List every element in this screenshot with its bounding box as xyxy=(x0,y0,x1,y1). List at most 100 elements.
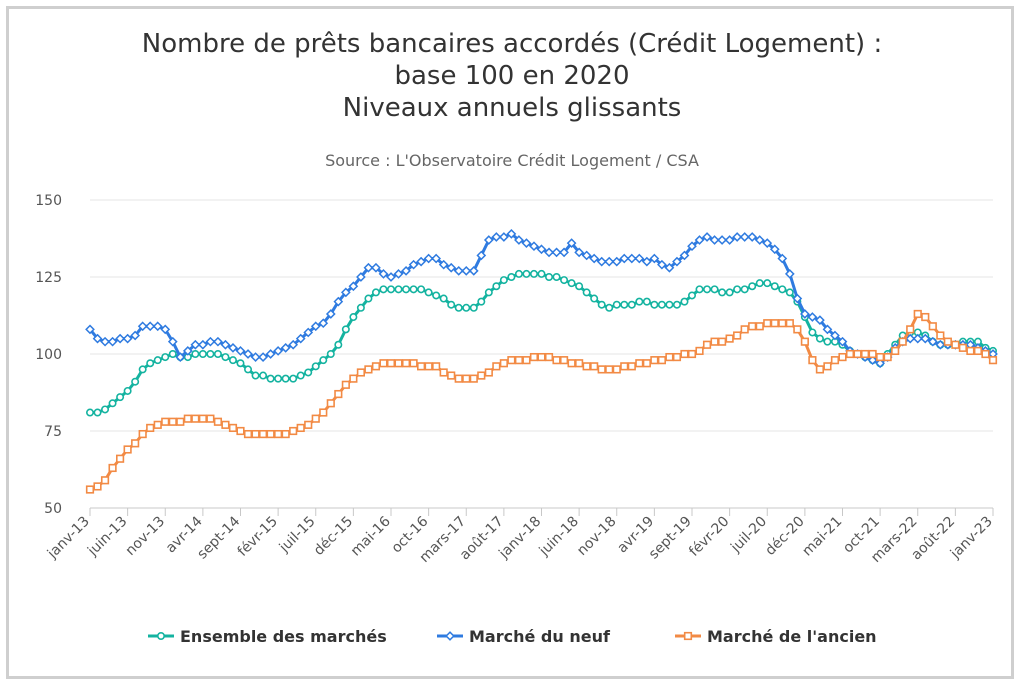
data-point xyxy=(883,352,892,362)
data-point xyxy=(649,253,660,264)
data-point xyxy=(469,303,478,312)
data-point xyxy=(808,328,817,337)
data-point xyxy=(228,342,238,353)
data-point xyxy=(679,250,690,261)
chart-title-line-3: Niveaux annuels glissants xyxy=(343,93,682,123)
legend-item[interactable]: Marché de l'ancien xyxy=(675,627,877,646)
data-point xyxy=(432,362,441,371)
x-tick-label: févr-20 xyxy=(686,514,732,560)
data-point xyxy=(175,352,186,362)
data-point xyxy=(364,294,373,303)
data-point xyxy=(710,285,719,294)
data-point xyxy=(303,327,314,338)
y-tick-label: 50 xyxy=(44,501,62,517)
data-point xyxy=(687,291,696,300)
data-point xyxy=(160,324,171,335)
data-point xyxy=(492,362,501,371)
data-point xyxy=(620,362,629,371)
data-point xyxy=(477,371,486,380)
legend-item[interactable]: Marché du neuf xyxy=(437,627,611,646)
data-point xyxy=(168,349,177,358)
data-point xyxy=(529,269,538,278)
data-point xyxy=(274,374,283,383)
data-point xyxy=(439,368,448,377)
data-point xyxy=(958,343,967,352)
data-point xyxy=(536,244,547,255)
data-point xyxy=(153,420,162,429)
data-point xyxy=(123,386,132,395)
data-point xyxy=(386,285,395,294)
legend-item[interactable]: Ensemble des marchés xyxy=(148,627,387,646)
data-point xyxy=(650,300,659,309)
data-point xyxy=(672,256,682,267)
data-point xyxy=(401,359,411,368)
data-point xyxy=(680,297,689,306)
data-point xyxy=(206,349,215,358)
data-point xyxy=(748,282,757,291)
data-point xyxy=(221,420,230,429)
data-point xyxy=(311,362,320,371)
data-point xyxy=(198,339,208,350)
data-point xyxy=(973,346,983,356)
data-point xyxy=(928,322,937,331)
data-point xyxy=(484,288,493,297)
data-point xyxy=(484,368,493,377)
data-point xyxy=(687,349,697,359)
chart-title-line-2: base 100 en 2020 xyxy=(394,61,629,91)
data-point xyxy=(100,336,110,347)
data-point xyxy=(785,319,794,328)
data-point xyxy=(146,359,155,368)
data-point xyxy=(483,235,494,245)
data-point xyxy=(228,423,238,433)
data-point xyxy=(868,349,877,359)
data-point xyxy=(747,232,758,242)
data-point xyxy=(130,330,141,341)
data-point xyxy=(755,322,764,331)
data-point xyxy=(289,426,298,436)
data-point xyxy=(604,256,615,267)
series-2 xyxy=(85,229,998,369)
data-point xyxy=(837,336,848,347)
data-point xyxy=(575,282,584,291)
data-point xyxy=(251,371,260,380)
data-point xyxy=(198,414,207,423)
data-point xyxy=(295,333,306,344)
data-point xyxy=(560,276,569,285)
data-point xyxy=(935,339,946,350)
data-point xyxy=(695,346,704,356)
data-point xyxy=(341,380,350,389)
data-point xyxy=(454,303,463,312)
data-point xyxy=(393,269,404,279)
data-point xyxy=(447,300,456,309)
data-point xyxy=(597,365,606,374)
data-point xyxy=(739,232,750,242)
data-point xyxy=(152,321,163,332)
data-point xyxy=(581,250,592,261)
data-point xyxy=(334,389,343,399)
x-tick-label: nov-13 xyxy=(123,514,168,559)
data-point xyxy=(371,262,381,273)
data-point xyxy=(898,337,907,346)
data-point xyxy=(213,336,223,347)
data-point xyxy=(243,429,253,439)
data-point xyxy=(770,319,779,328)
data-point xyxy=(936,331,945,340)
series-layer xyxy=(85,229,998,494)
data-point xyxy=(101,405,110,414)
data-point xyxy=(243,349,253,359)
data-point xyxy=(182,346,193,356)
data-point xyxy=(718,288,727,297)
data-point xyxy=(529,241,539,252)
legend-marker xyxy=(157,631,166,640)
data-point xyxy=(386,359,396,368)
data-point xyxy=(394,359,403,368)
x-tick-label: janv-13 xyxy=(44,514,93,563)
data-point xyxy=(86,408,95,417)
data-point xyxy=(657,356,666,365)
data-point xyxy=(356,303,365,312)
data-point xyxy=(733,331,742,340)
data-point xyxy=(641,256,652,267)
legend-marker xyxy=(683,631,693,641)
data-point xyxy=(289,374,298,383)
data-point xyxy=(589,253,600,264)
